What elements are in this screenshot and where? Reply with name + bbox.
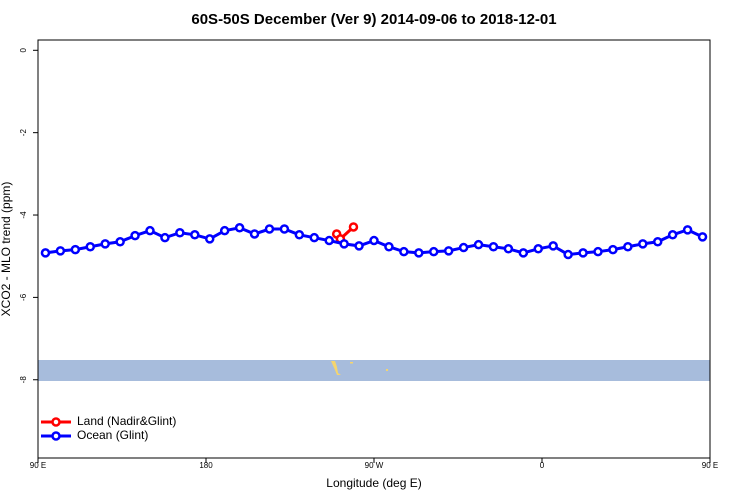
- point: [652, 237, 663, 247]
- point: [533, 244, 544, 254]
- point: [428, 246, 439, 257]
- y-tick-label: -2: [19, 129, 28, 137]
- point: [384, 241, 394, 252]
- point: [55, 246, 66, 256]
- legend-label: Land (Nadir&Glint): [77, 414, 176, 428]
- point: [309, 232, 320, 243]
- point: [279, 224, 290, 234]
- point: [503, 244, 514, 254]
- point: [348, 222, 359, 232]
- point: [264, 224, 275, 234]
- point: [458, 242, 469, 253]
- land-patch: [350, 362, 353, 364]
- point: [354, 241, 364, 251]
- x-tick-label: 0: [540, 461, 545, 470]
- point: [115, 237, 125, 247]
- point: [563, 249, 573, 260]
- point: [234, 223, 245, 233]
- point: [249, 229, 260, 239]
- x-tick-label: 180: [199, 461, 213, 470]
- point: [85, 241, 96, 252]
- point: [40, 248, 51, 258]
- point: [160, 232, 170, 243]
- point: [145, 225, 155, 236]
- point: [682, 225, 693, 235]
- point: [697, 232, 708, 242]
- x-tick-label: 90 E: [702, 461, 718, 470]
- point: [339, 239, 349, 249]
- point: [414, 248, 424, 258]
- y-tick-label: 0: [19, 48, 28, 53]
- y-axis-label: XCO2 - MLO trend (ppm): [0, 182, 13, 317]
- point: [70, 244, 81, 255]
- legend-label: Ocean (Glint): [77, 428, 148, 442]
- y-tick-label: -4: [19, 211, 28, 219]
- y-tick-label: -8: [19, 376, 28, 384]
- x-axis-label: Longitude (deg E): [326, 476, 421, 490]
- point: [369, 235, 379, 246]
- point: [473, 239, 484, 250]
- point: [175, 227, 185, 238]
- point: [608, 244, 618, 255]
- x-tick-label: 90 E: [30, 461, 46, 470]
- x-tick-label: 90 W: [365, 461, 384, 470]
- point: [399, 246, 409, 257]
- chart-title: 60S-50S December (Ver 9) 2014-09-06 to 2…: [191, 11, 556, 28]
- point: [488, 241, 499, 252]
- point: [130, 230, 140, 241]
- land-patch: [331, 361, 341, 375]
- legend-marker: [51, 417, 61, 427]
- legend-marker: [51, 431, 61, 441]
- point: [548, 241, 558, 251]
- point: [578, 248, 588, 258]
- point: [638, 239, 648, 249]
- point: [100, 239, 110, 249]
- point: [623, 241, 633, 252]
- point: [518, 248, 529, 258]
- point: [190, 230, 200, 240]
- y-tick-label: -6: [19, 293, 28, 301]
- point: [294, 230, 305, 240]
- point: [324, 235, 334, 246]
- point: [443, 246, 454, 256]
- point: [204, 234, 215, 244]
- map-strip: [38, 360, 710, 381]
- point: [593, 246, 603, 257]
- point: [667, 230, 678, 240]
- land-patch: [386, 369, 388, 371]
- point: [219, 225, 230, 236]
